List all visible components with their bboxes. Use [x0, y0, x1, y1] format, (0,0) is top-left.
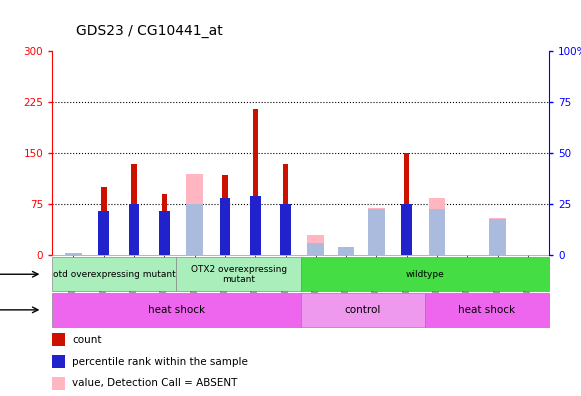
Bar	[368, 208, 385, 255]
Bar	[220, 198, 230, 255]
Bar	[429, 209, 445, 255]
Text: OTX2 overexpressing
mutant: OTX2 overexpressing mutant	[191, 265, 286, 284]
Text: heat shock: heat shock	[458, 305, 515, 315]
Bar	[65, 253, 82, 255]
Bar	[99, 211, 109, 255]
Bar	[101, 187, 106, 255]
Bar	[489, 219, 506, 255]
Bar	[250, 196, 260, 255]
Bar	[401, 204, 412, 255]
Bar	[429, 198, 445, 255]
Text: count: count	[72, 335, 102, 345]
Bar	[283, 164, 288, 255]
Bar	[280, 204, 291, 255]
Bar	[222, 175, 228, 255]
Text: percentile rank within the sample: percentile rank within the sample	[72, 356, 248, 367]
Bar	[187, 174, 203, 255]
Bar	[71, 254, 76, 255]
Bar	[52, 293, 301, 327]
Bar	[489, 218, 506, 255]
Bar	[159, 211, 170, 255]
Bar	[301, 257, 549, 291]
Bar	[131, 164, 137, 255]
Text: value, Detection Call = ABSENT: value, Detection Call = ABSENT	[72, 378, 238, 388]
Bar	[187, 204, 203, 255]
Bar	[129, 204, 139, 255]
Bar	[368, 209, 385, 255]
Bar	[307, 235, 324, 255]
Text: GDS23 / CG10441_at: GDS23 / CG10441_at	[76, 24, 223, 38]
Bar	[162, 194, 167, 255]
Text: otd overexpressing mutant: otd overexpressing mutant	[53, 270, 176, 279]
Bar	[307, 243, 324, 255]
Bar	[425, 293, 549, 327]
Bar	[338, 247, 354, 255]
Bar	[177, 257, 301, 291]
Text: control: control	[345, 305, 381, 315]
Text: heat shock: heat shock	[148, 305, 205, 315]
Bar	[301, 293, 425, 327]
Bar	[52, 257, 177, 291]
Bar	[404, 153, 410, 255]
Bar	[253, 109, 258, 255]
Text: wildtype: wildtype	[406, 270, 444, 279]
